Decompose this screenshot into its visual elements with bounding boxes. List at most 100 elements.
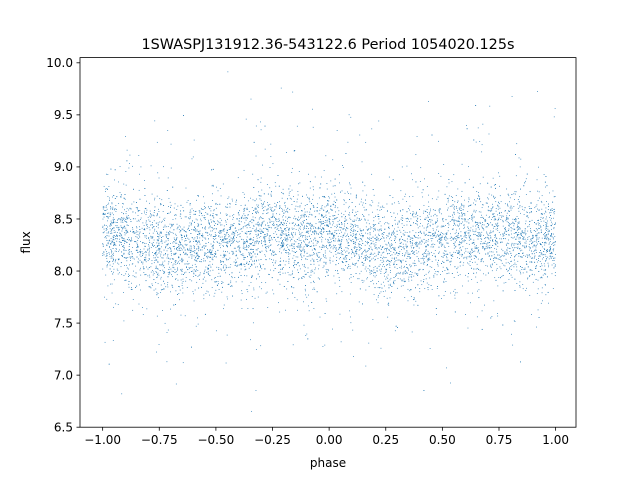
data-point: [470, 204, 472, 206]
data-point: [432, 209, 434, 211]
data-point: [251, 410, 253, 412]
data-point: [107, 174, 109, 175]
data-point: [288, 229, 290, 231]
data-point: [238, 229, 240, 231]
data-point: [367, 277, 368, 279]
data-point: [432, 233, 433, 235]
data-point: [377, 247, 379, 249]
data-point: [159, 203, 161, 204]
data-point: [385, 222, 387, 224]
data-point: [552, 243, 554, 244]
data-point: [297, 211, 299, 212]
data-point: [345, 247, 347, 249]
data-point: [496, 263, 498, 265]
data-point: [505, 262, 507, 264]
data-point: [379, 252, 381, 253]
data-point: [289, 245, 291, 247]
data-point: [377, 251, 379, 253]
data-point: [185, 231, 186, 232]
data-point: [174, 239, 175, 240]
data-point: [246, 245, 248, 247]
data-point: [418, 270, 420, 272]
data-point: [157, 261, 159, 263]
data-point: [323, 229, 325, 231]
data-point: [473, 233, 474, 235]
data-point: [113, 232, 115, 233]
data-point: [493, 195, 494, 197]
data-point: [230, 237, 232, 239]
data-point: [427, 226, 429, 228]
data-point: [428, 254, 430, 256]
data-point: [530, 231, 532, 233]
data-point: [142, 314, 144, 315]
data-point: [554, 264, 556, 266]
data-point: [195, 266, 197, 268]
data-point: [127, 253, 129, 255]
data-point: [112, 252, 114, 254]
data-point: [315, 223, 317, 225]
data-point: [463, 262, 465, 264]
data-point: [390, 240, 392, 241]
data-point: [216, 186, 217, 188]
data-point: [189, 252, 191, 254]
data-point: [242, 226, 244, 228]
data-point: [123, 320, 125, 322]
data-point: [458, 218, 460, 220]
data-point: [239, 210, 240, 212]
data-point: [181, 239, 183, 241]
data-point: [467, 327, 469, 329]
data-point: [355, 249, 357, 251]
data-point: [482, 176, 484, 178]
data-point: [477, 222, 478, 223]
data-point: [249, 231, 251, 232]
data-point: [387, 316, 389, 318]
data-point: [147, 248, 149, 250]
data-point: [429, 224, 431, 226]
data-point: [346, 258, 348, 260]
data-point: [295, 229, 297, 230]
data-point: [175, 263, 177, 265]
data-point: [416, 243, 418, 244]
data-point: [425, 256, 427, 258]
data-point: [446, 268, 448, 269]
data-point: [348, 238, 350, 240]
data-point: [189, 247, 191, 249]
data-point: [516, 227, 518, 229]
data-point: [423, 256, 425, 258]
data-point: [190, 251, 192, 253]
data-point: [323, 231, 325, 232]
data-point: [131, 203, 133, 205]
data-point: [430, 215, 432, 217]
data-point: [112, 222, 114, 224]
data-point: [450, 261, 452, 263]
data-point: [182, 259, 184, 261]
data-point: [433, 246, 435, 248]
data-point: [296, 198, 298, 200]
data-point: [410, 242, 412, 244]
data-point: [493, 254, 495, 256]
data-point: [333, 236, 335, 238]
data-point: [490, 208, 492, 210]
data-point: [197, 234, 198, 235]
data-point: [482, 247, 484, 249]
data-point: [533, 251, 535, 253]
data-point: [517, 199, 519, 200]
data-point: [149, 232, 150, 234]
data-point: [333, 204, 335, 206]
data-point: [459, 222, 461, 224]
data-point: [284, 202, 285, 204]
data-point: [429, 348, 431, 349]
data-point: [459, 215, 461, 217]
data-point: [251, 274, 253, 276]
data-point: [543, 263, 545, 265]
data-point: [445, 281, 447, 282]
data-point: [313, 248, 315, 250]
data-point: [438, 241, 440, 243]
data-point: [431, 289, 433, 290]
data-point: [356, 266, 358, 268]
data-point: [320, 225, 322, 227]
data-point: [204, 245, 206, 247]
data-point: [519, 281, 521, 283]
data-point: [374, 276, 376, 278]
data-point: [443, 261, 445, 263]
